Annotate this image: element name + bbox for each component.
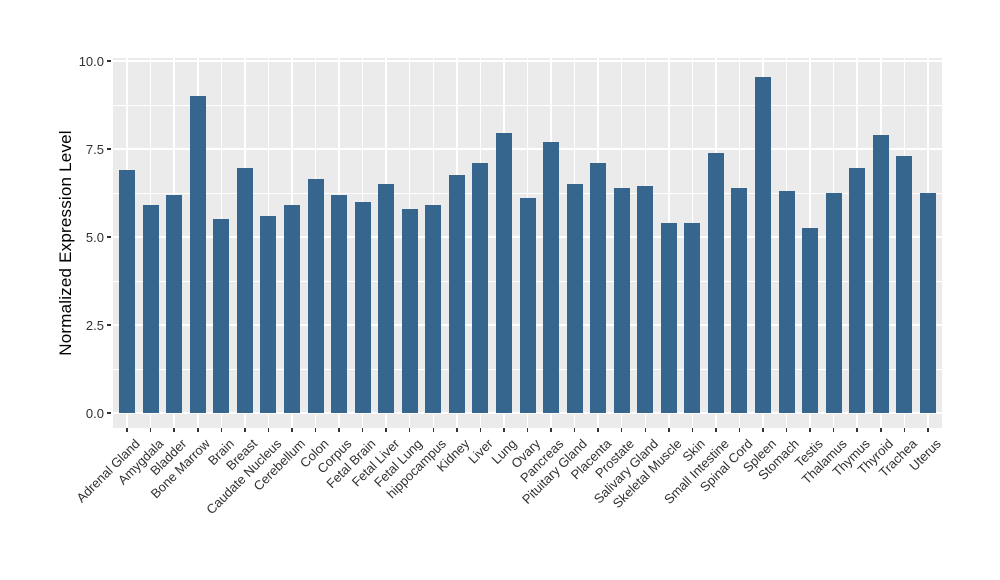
bar <box>802 228 819 413</box>
x-axis-tick-mark <box>644 428 646 432</box>
x-axis-tick-mark <box>880 428 882 432</box>
bar <box>260 215 277 413</box>
bar <box>236 168 253 413</box>
x-axis-tick-mark <box>173 428 175 432</box>
bar <box>166 194 183 413</box>
y-axis-tick-mark <box>107 148 111 150</box>
x-axis-tick-mark <box>149 428 152 432</box>
y-axis-tick-mark <box>107 60 111 62</box>
plot-panel <box>113 58 942 428</box>
bar <box>472 163 489 413</box>
bar <box>590 163 607 413</box>
x-axis-tick-mark <box>338 428 340 432</box>
bar <box>919 193 936 413</box>
y-axis-tick-label: 7.5 <box>85 141 104 157</box>
bar <box>660 222 677 413</box>
x-axis-tick-mark <box>526 428 529 432</box>
y-axis-tick-label: 5.0 <box>85 229 104 245</box>
bar <box>378 184 395 413</box>
bar <box>872 134 889 413</box>
x-axis-tick-mark <box>691 428 694 432</box>
x-axis-tick-mark <box>762 428 764 432</box>
x-axis-tick-mark <box>573 428 576 432</box>
x-axis-tick-mark <box>927 428 929 432</box>
x-axis-tick-mark <box>738 428 741 432</box>
bar <box>354 201 371 413</box>
bar <box>566 184 583 413</box>
bar <box>401 208 418 413</box>
x-axis-tick-mark <box>620 428 623 432</box>
x-axis-tick-mark <box>385 428 387 432</box>
x-axis-tick-mark <box>126 428 128 432</box>
bar <box>896 156 913 413</box>
x-axis-tick-mark <box>597 428 599 432</box>
bar <box>189 96 206 413</box>
x-axis-tick-mark <box>668 428 670 432</box>
x-axis-tick-mark <box>856 428 858 432</box>
bar <box>331 194 348 413</box>
x-axis-tick-mark <box>220 428 223 432</box>
bar <box>849 168 866 413</box>
bar <box>755 76 771 413</box>
bar <box>778 191 795 413</box>
bar <box>142 205 159 413</box>
bar <box>684 222 701 413</box>
bar <box>707 152 724 413</box>
bar <box>119 170 136 413</box>
bar <box>448 175 465 413</box>
bar <box>425 205 442 413</box>
bar <box>495 133 512 413</box>
x-axis-tick-mark <box>715 428 717 432</box>
x-axis-tick-mark <box>291 428 293 432</box>
bar <box>825 193 842 413</box>
x-axis-tick-mark <box>832 428 835 432</box>
x-axis-tick-mark <box>408 428 411 432</box>
x-axis-tick-mark <box>244 428 246 432</box>
bar <box>307 178 324 413</box>
y-axis-tick-mark <box>107 236 111 238</box>
x-axis-tick-mark <box>314 428 317 432</box>
bar <box>543 141 560 413</box>
x-axis-tick-mark <box>197 428 199 432</box>
x-axis-tick-mark <box>456 428 458 432</box>
bar <box>613 187 630 413</box>
y-axis-tick-mark <box>107 412 111 414</box>
y-axis-tick-label: 10.0 <box>78 53 104 69</box>
x-axis-tick-mark <box>903 428 906 432</box>
x-axis-tick-mark <box>550 428 552 432</box>
x-axis-tick-mark <box>809 428 811 432</box>
bar <box>731 187 748 413</box>
x-axis-tick-label: Liver <box>465 436 497 467</box>
y-axis-tick-label: 0.0 <box>85 405 104 421</box>
x-axis-tick-mark <box>432 428 435 432</box>
y-axis-tick-mark <box>107 324 111 326</box>
bar <box>213 219 230 413</box>
bar <box>519 198 536 413</box>
x-axis-tick-mark <box>479 428 482 432</box>
x-axis-tick-mark <box>785 428 788 432</box>
bar <box>283 205 300 413</box>
y-axis-tick-label: 2.5 <box>85 317 104 333</box>
x-axis-tick-mark <box>503 428 505 432</box>
x-axis-tick-mark <box>267 428 270 432</box>
bar <box>637 185 654 413</box>
x-axis-tick-mark <box>361 428 364 432</box>
